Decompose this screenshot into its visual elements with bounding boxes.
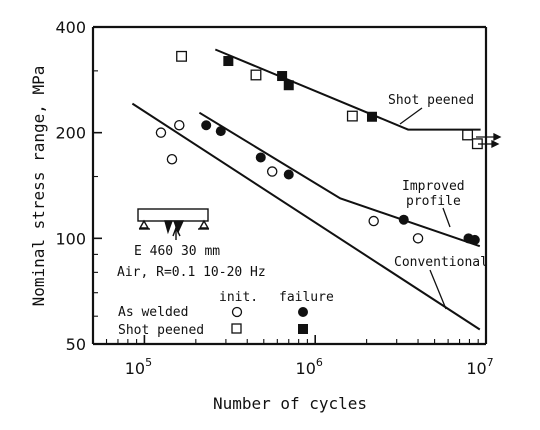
point-open-circle	[368, 215, 379, 227]
legend-row-peened: Shot peened	[118, 323, 204, 338]
point-open-square	[462, 129, 474, 141]
y-tick-label: 50	[66, 335, 86, 354]
legend-col-init: init.	[219, 290, 258, 305]
point-filled-circle	[255, 152, 266, 163]
label-improved: Improved	[402, 179, 465, 194]
legend-filled-square-icon	[298, 324, 308, 334]
point-open-circle	[166, 153, 178, 165]
legend-open-circle-icon	[231, 306, 243, 318]
point-filled-square	[366, 111, 377, 122]
point-open-square	[176, 50, 188, 62]
point-filled-circle	[201, 120, 212, 131]
plot-frame	[91, 25, 488, 346]
y-axis-title: Nominal stress range, MPa	[29, 66, 48, 307]
point-filled-circle	[215, 126, 226, 137]
point-open-circle	[155, 127, 167, 138]
y-tick-label: 100	[55, 229, 86, 248]
y-tick-label: 400	[55, 18, 86, 37]
legend-col-failure: failure	[279, 290, 334, 305]
data-points	[155, 50, 483, 245]
point-open-circle	[412, 233, 424, 244]
leader-improved	[442, 207, 451, 228]
point-filled-circle	[398, 214, 409, 225]
x-tick-label: 106	[296, 356, 323, 378]
leader-shot-peened	[399, 107, 423, 125]
label-conventional: Conventional	[394, 255, 488, 270]
x-axis-title: Number of cycles	[213, 394, 367, 413]
x-tick-label: 107	[466, 356, 493, 378]
point-open-circle	[266, 166, 278, 177]
axis-ticks: 105 106 107 50 100 200 400	[55, 18, 493, 378]
point-filled-circle	[283, 169, 294, 180]
point-filled-square	[283, 80, 294, 91]
x-tick-label: 105	[125, 356, 152, 378]
spec-line-1: E 460 30 mm	[134, 244, 220, 259]
leader-conventional	[429, 269, 447, 310]
label-profile: profile	[406, 194, 461, 209]
curve-conventional	[131, 102, 481, 331]
joint-sketch-icon	[137, 208, 210, 240]
point-filled-square	[277, 71, 288, 82]
point-open-square	[346, 110, 358, 122]
spec-line-2: Air, R=0.1 10-20 Hz	[117, 265, 266, 280]
legend-filled-circle-icon	[298, 307, 308, 317]
point-open-square	[250, 69, 262, 81]
legend-row-welded: As welded	[118, 305, 188, 320]
point-filled-circle	[469, 234, 480, 245]
legend: init. failure As welded Shot peened	[118, 290, 334, 338]
y-tick-label: 200	[55, 124, 86, 143]
legend-open-square-icon	[231, 323, 242, 334]
label-shot-peened: Shot peened	[388, 93, 474, 108]
runout-arrows-icon	[476, 132, 502, 149]
point-filled-square	[223, 56, 234, 67]
point-open-circle	[174, 119, 185, 131]
curve-improved-profile	[198, 111, 481, 248]
